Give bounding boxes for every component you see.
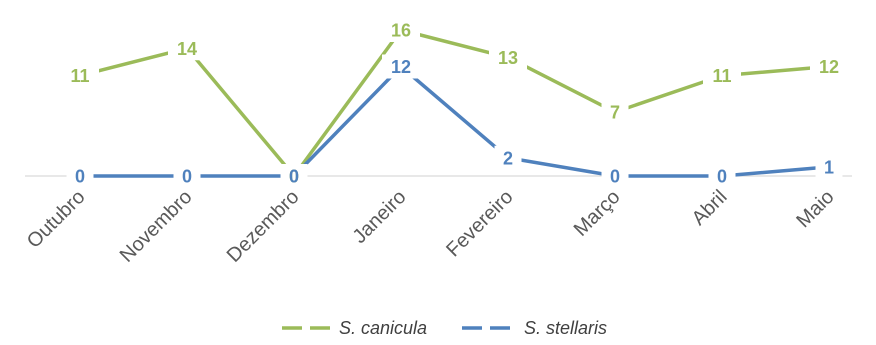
data-label: 16 [391,21,411,41]
data-label: 7 [610,103,620,123]
x-tick-label: Fevereiro [442,186,517,261]
data-label: 1 [824,157,834,177]
data-label-background [168,36,206,61]
data-label: 0 [289,167,299,187]
x-tick-layer: Outubro Novembro Dezembro Janeiro Fevereiro M… [23,186,839,267]
data-label: 0 [289,167,299,187]
data-label-background [382,18,420,42]
data-label-background [708,164,736,188]
x-tick-label: Janeiro [349,186,411,248]
data-label: 0 [182,167,192,187]
data-label: 14 [177,39,197,59]
data-label: 12 [391,57,411,77]
x-tick-label: Maio [792,186,838,232]
data-label: 13 [498,48,518,68]
data-label-background [173,164,201,188]
data-label-background [601,100,629,125]
legend-label: S. stellaris [524,318,607,338]
data-label-background [494,145,522,170]
x-tick-label: Abril [688,186,732,230]
data-label-background [703,63,741,88]
data-label-background [382,54,420,79]
data-label-background [815,154,843,179]
data-label-background [66,164,94,188]
legend: S. canicula S. stellaris [282,318,607,338]
data-label-background [601,164,629,188]
data-label: 0 [75,167,85,187]
data-label-background [810,54,848,79]
data-label: 12 [819,57,839,77]
data-label: 11 [70,66,89,86]
x-tick-label: Março [570,186,625,241]
data-label: 0 [610,167,620,187]
data-label: 2 [503,148,513,168]
data-label-background [280,164,308,188]
data-label: 0 [717,167,727,187]
legend-label: S. canicula [339,318,427,338]
x-tick-label: Novembro [116,186,197,267]
x-tick-label: Dezembro [223,186,304,267]
data-label-background [489,45,527,70]
data-label-background [61,63,99,88]
x-tick-label: Outubro [23,186,90,253]
data-label: 11 [712,66,731,86]
series-line-2 [78,64,831,178]
